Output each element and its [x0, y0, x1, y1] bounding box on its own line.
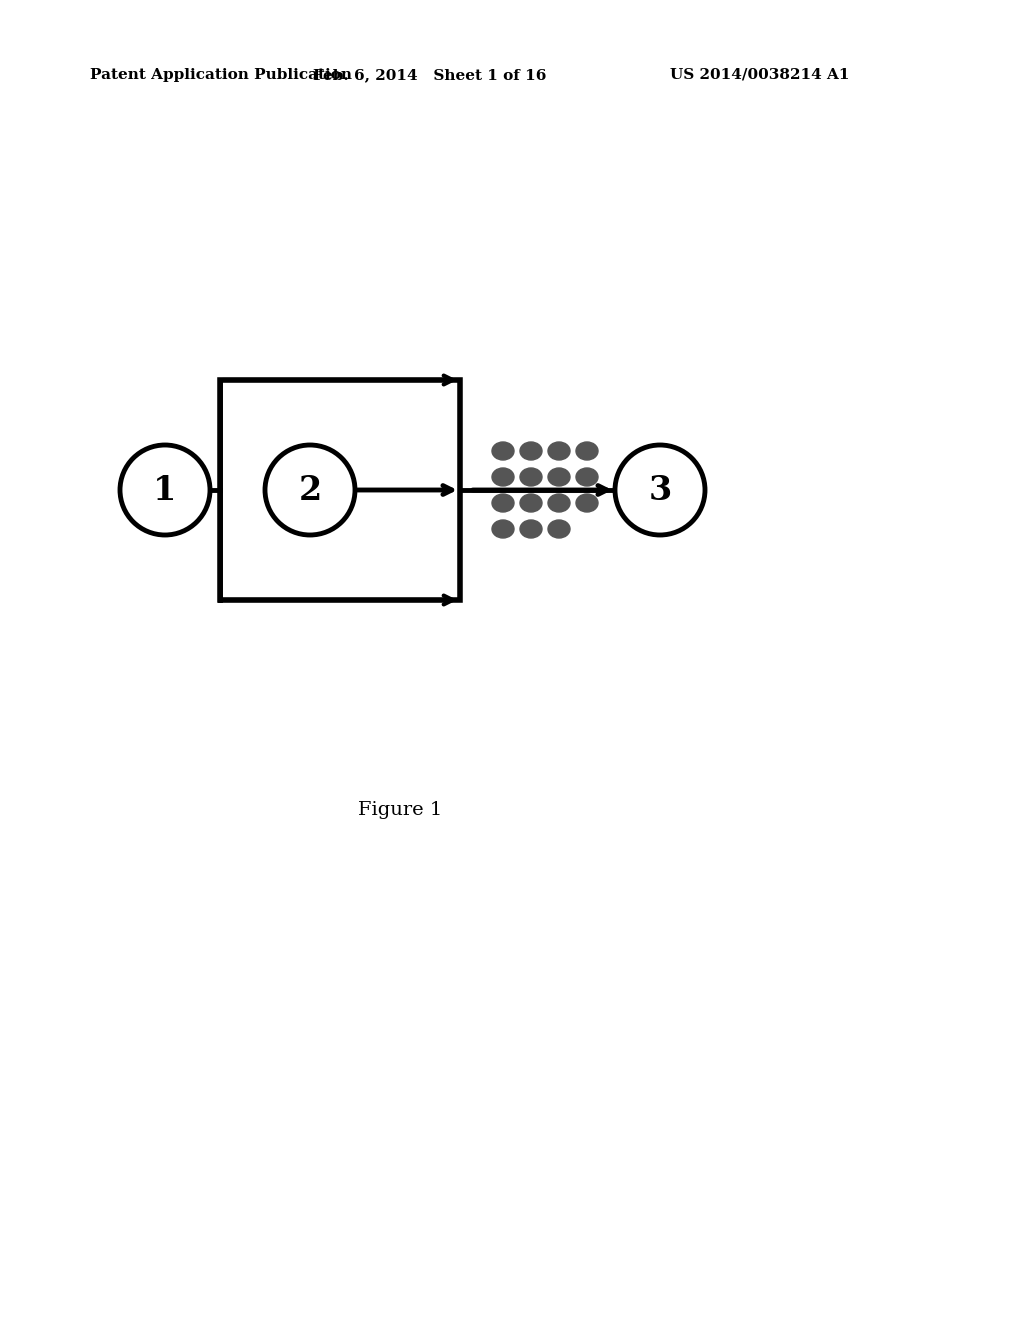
- Ellipse shape: [575, 442, 598, 459]
- Circle shape: [120, 445, 210, 535]
- Text: Figure 1: Figure 1: [357, 801, 442, 818]
- Ellipse shape: [575, 469, 598, 486]
- Ellipse shape: [520, 442, 542, 459]
- Text: 1: 1: [154, 474, 177, 507]
- Ellipse shape: [520, 520, 542, 539]
- Ellipse shape: [548, 469, 570, 486]
- Text: 3: 3: [648, 474, 672, 507]
- Ellipse shape: [548, 442, 570, 459]
- Ellipse shape: [492, 469, 514, 486]
- Text: US 2014/0038214 A1: US 2014/0038214 A1: [671, 69, 850, 82]
- Ellipse shape: [575, 494, 598, 512]
- Bar: [220, 380, 460, 601]
- Ellipse shape: [492, 494, 514, 512]
- Circle shape: [265, 445, 355, 535]
- Ellipse shape: [548, 520, 570, 539]
- Circle shape: [615, 445, 705, 535]
- Ellipse shape: [520, 494, 542, 512]
- Text: Patent Application Publication: Patent Application Publication: [90, 69, 352, 82]
- Ellipse shape: [492, 520, 514, 539]
- Ellipse shape: [548, 494, 570, 512]
- Ellipse shape: [520, 469, 542, 486]
- Text: 2: 2: [298, 474, 322, 507]
- Ellipse shape: [492, 442, 514, 459]
- Text: Feb. 6, 2014   Sheet 1 of 16: Feb. 6, 2014 Sheet 1 of 16: [313, 69, 547, 82]
